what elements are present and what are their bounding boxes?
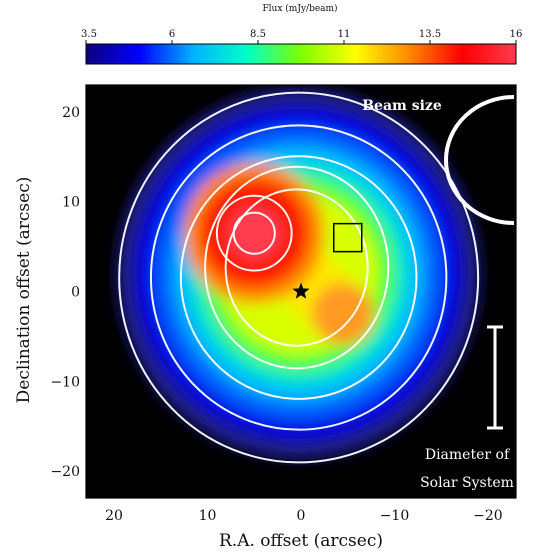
colorbar-tick-label: 16 (510, 29, 523, 40)
y-tick-label: −20 (50, 464, 80, 480)
x-tick-label: 10 (199, 508, 217, 524)
colorbar-tick-label: 3.5 (81, 29, 97, 40)
colorbar-tick-label: 8.5 (250, 29, 266, 40)
x-axis-label: R.A. offset (arcsec) (219, 531, 383, 551)
scale-bar-label-line1: Diameter of (425, 447, 511, 463)
x-tick-label: −10 (380, 508, 410, 524)
y-tick-label: 20 (62, 105, 80, 121)
contour-peak (215, 194, 293, 272)
colorbar-ticks: 3.5 6 8.5 11 13.5 16 (81, 29, 522, 44)
contour (118, 91, 480, 464)
contour (224, 188, 369, 347)
colorbar-tick-label: 6 (169, 29, 175, 40)
colorbar (85, 43, 517, 65)
emission-secondary-peak (312, 283, 374, 345)
beam-size-ellipse (444, 95, 515, 225)
y-tick-label: 10 (62, 195, 80, 211)
y-tick-label: −10 (50, 374, 80, 390)
x-tick-label: 0 (297, 508, 306, 524)
y-tick-label: 0 (71, 285, 80, 301)
x-tick-label: 20 (105, 508, 123, 524)
contour (179, 155, 418, 400)
box-marker (332, 222, 363, 253)
contour-lines (118, 91, 480, 464)
contour (149, 124, 448, 431)
colorbar-tick-label: 11 (338, 29, 351, 40)
star-marker (292, 282, 310, 299)
beam-size-label: Beam size (362, 98, 442, 114)
axis-ticks: 20 10 0 −10 −20 20 10 0 −10 −20 (50, 85, 516, 524)
x-tick-label: −20 (473, 508, 503, 524)
markers (292, 222, 363, 299)
y-axis-label: Declination offset (arcsec) (14, 177, 34, 404)
emission-peak-core (227, 206, 281, 260)
colorbar-tick-label: 13.5 (419, 29, 441, 40)
emission-map (116, 87, 481, 460)
scale-bar-label-line2: Solar System (420, 475, 514, 491)
contour-peak (232, 211, 276, 255)
solar-system-scale-bar (487, 325, 503, 430)
colorbar-label: Flux (mJy/beam) (262, 3, 337, 14)
contour (204, 165, 390, 370)
